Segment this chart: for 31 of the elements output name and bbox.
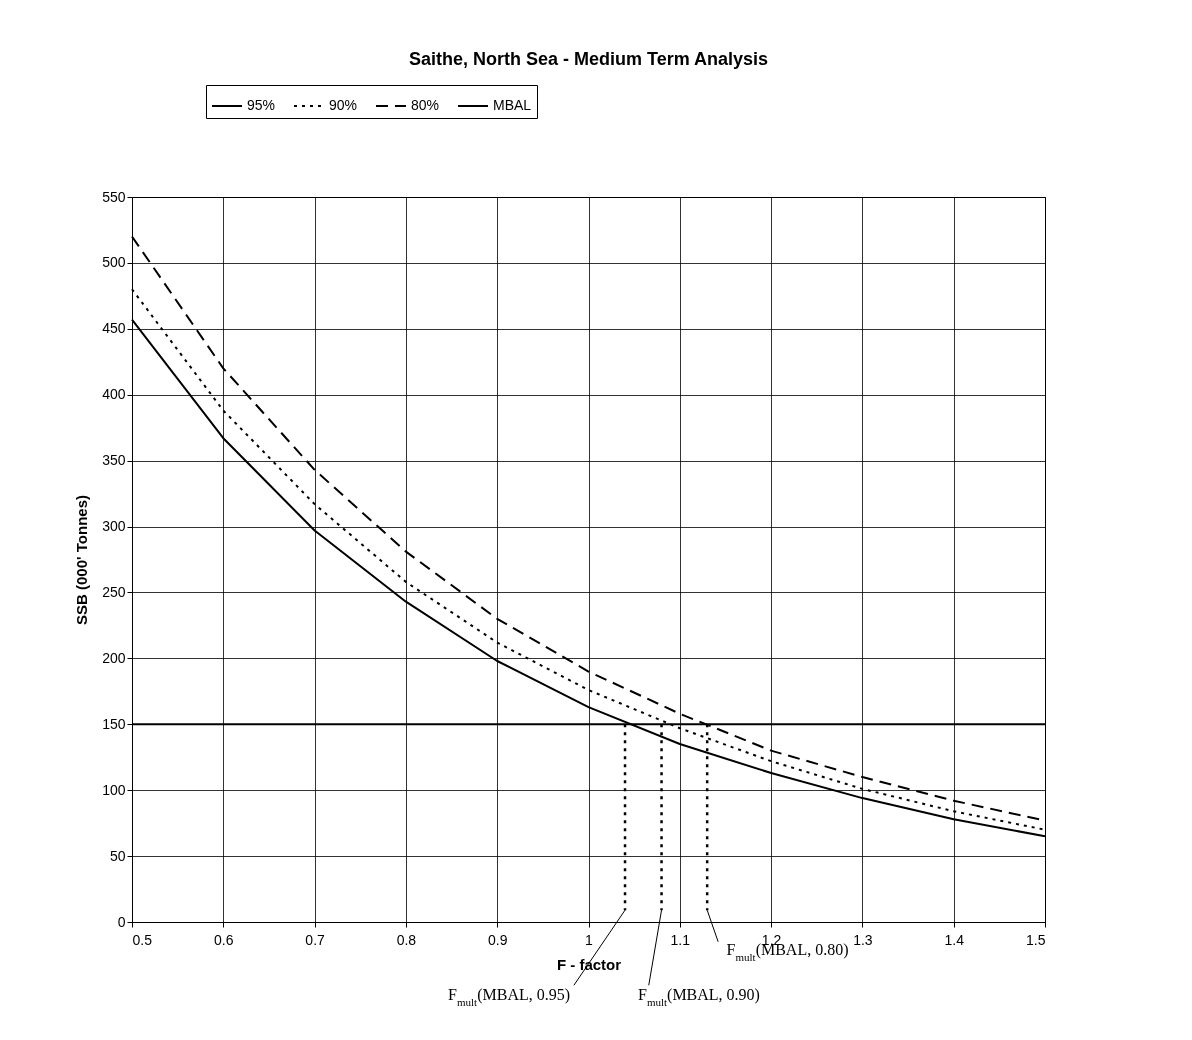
x-tick-label: 1.4 — [944, 931, 965, 948]
x-tick-label: 1.1 — [670, 931, 691, 948]
x-tick-label: 0.7 — [305, 931, 326, 948]
y-axis-title: SSB (000' Tonnes) — [73, 495, 91, 625]
y-tick-label: 0 — [117, 913, 126, 930]
x-tick-label: 0.9 — [487, 931, 508, 948]
y-tick-label: 300 — [102, 518, 126, 535]
y-tick-label: 350 — [102, 452, 126, 469]
legend-label: MBAL — [493, 97, 532, 113]
x-tick-label: 0.5 — [132, 931, 153, 948]
y-tick-label: 50 — [109, 847, 126, 864]
y-tick-label: 100 — [102, 781, 126, 798]
legend-label: 95% — [247, 97, 276, 113]
y-tick-label: 500 — [102, 254, 126, 271]
x-axis-title: F - factor — [556, 955, 622, 973]
legend-label: 90% — [329, 97, 358, 113]
x-tick-label: 0.8 — [396, 931, 417, 948]
y-tick-label: 150 — [102, 715, 126, 732]
legend-label: 80% — [411, 97, 440, 113]
chart-title: Saithe, North Sea - Medium Term Analysis — [408, 48, 769, 69]
annotation: F$_{mult}$(MBAL, 0.90) — [637, 985, 760, 1008]
x-tick-label: 0.6 — [214, 931, 234, 948]
y-tick-label: 200 — [102, 649, 126, 666]
y-tick-label: 550 — [102, 188, 126, 205]
y-tick-label: 450 — [102, 320, 126, 337]
y-tick-label: 250 — [102, 583, 126, 600]
annotation: F$_{mult}$(MBAL, 0.95) — [448, 985, 571, 1008]
x-tick-label: 1.5 — [1026, 931, 1046, 948]
y-tick-label: 400 — [102, 386, 126, 403]
x-tick-label: 1 — [585, 931, 594, 948]
x-tick-label: 1.3 — [853, 931, 873, 948]
